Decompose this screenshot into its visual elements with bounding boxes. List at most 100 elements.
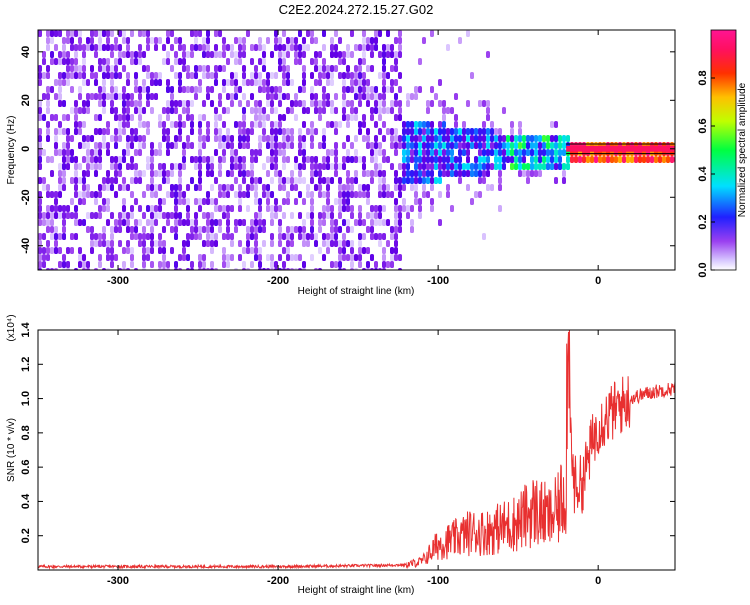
spectrogram-cell bbox=[94, 191, 98, 198]
spectrogram-cell bbox=[582, 156, 586, 163]
spectrogram-cell bbox=[266, 198, 270, 205]
spectrogram-cell bbox=[242, 177, 246, 184]
snr-y-tick-label: 1.4 bbox=[20, 321, 32, 337]
spectrogram-cell bbox=[126, 79, 130, 86]
spectrogram-cell bbox=[106, 240, 110, 247]
spectrogram-cell bbox=[422, 163, 426, 170]
spectrogram-cell bbox=[246, 170, 250, 177]
spectrogram-cell bbox=[74, 268, 78, 270]
spectrogram-cell bbox=[122, 51, 126, 58]
spectrogram-cell bbox=[74, 51, 78, 58]
spectrogram-cell bbox=[418, 121, 422, 128]
spectrogram-cell bbox=[110, 254, 114, 261]
spectrogram-cell bbox=[38, 261, 42, 268]
spectrogram-cell bbox=[250, 219, 254, 226]
spectrogram-cell bbox=[130, 226, 134, 233]
spectrogram-cell bbox=[142, 268, 146, 270]
spectrogram-cell bbox=[134, 233, 138, 240]
spectrogram-cell bbox=[314, 107, 318, 114]
spectrogram-cell bbox=[330, 163, 334, 170]
spectrogram-cell bbox=[270, 268, 274, 270]
spectrogram-cell bbox=[190, 72, 194, 79]
spectrogram-cell bbox=[162, 107, 166, 114]
spectrogram-cell bbox=[62, 51, 66, 58]
spectrogram-cell bbox=[330, 100, 334, 107]
spectrogram-cell bbox=[158, 261, 162, 268]
spectrogram-cell bbox=[302, 100, 306, 107]
spectrogram-cell bbox=[486, 184, 490, 191]
spectrogram-cell bbox=[126, 114, 130, 121]
spectrogram-cell bbox=[98, 44, 102, 51]
spectrogram-cell bbox=[86, 100, 90, 107]
spectrogram-cell bbox=[266, 72, 270, 79]
spectrogram-cell bbox=[70, 37, 74, 44]
spectrogram-cell bbox=[294, 93, 298, 100]
spectrogram-cell bbox=[362, 58, 366, 65]
spectrogram-cell bbox=[478, 170, 482, 177]
spectrogram-cell bbox=[246, 226, 250, 233]
spectrogram-cell bbox=[190, 51, 194, 58]
spectrogram-cell bbox=[218, 142, 222, 149]
spectrogram-cell bbox=[602, 156, 606, 163]
spectrogram-cell bbox=[138, 170, 142, 177]
spectrogram-cell bbox=[430, 163, 434, 170]
spectrogram-cell bbox=[258, 149, 262, 156]
spectrogram-cell bbox=[314, 184, 318, 191]
spectrogram-cell bbox=[490, 142, 494, 149]
spectrogram-cell bbox=[326, 156, 330, 163]
spectrogram-cell bbox=[46, 219, 50, 226]
spectrogram-cell bbox=[62, 156, 66, 163]
spectrogram-cell bbox=[190, 156, 194, 163]
spectrogram-cell bbox=[538, 135, 542, 142]
spectrogram-cell bbox=[358, 58, 362, 65]
spectrogram-cell bbox=[486, 156, 490, 163]
spectrogram-cell bbox=[138, 135, 142, 142]
spectrogram-cell bbox=[302, 163, 306, 170]
spectrogram-cell bbox=[330, 219, 334, 226]
spectrogram-cell bbox=[46, 205, 50, 212]
spectrogram-cell bbox=[150, 72, 154, 79]
spectrogram-cell bbox=[318, 268, 322, 270]
spectrogram-cell bbox=[486, 114, 490, 121]
spectrogram-cell bbox=[114, 65, 118, 72]
spectrogram-cell bbox=[214, 268, 218, 270]
spectrogram-cell bbox=[394, 170, 398, 177]
spectrogram-cell bbox=[382, 107, 386, 114]
spectrogram-cell bbox=[54, 79, 58, 86]
spectrogram-cell bbox=[358, 254, 362, 261]
spectrogram-cell bbox=[130, 254, 134, 261]
spectrogram-cell bbox=[450, 170, 454, 177]
spectrogram-cell bbox=[38, 107, 42, 114]
spectrogram-cell bbox=[406, 100, 410, 107]
spectrogram-cell bbox=[74, 107, 78, 114]
spectrogram-cell bbox=[70, 177, 74, 184]
spectrogram-cell bbox=[74, 100, 78, 107]
spectrogram-cell bbox=[90, 93, 94, 100]
spectrogram-cell bbox=[150, 170, 154, 177]
spectrogram-cell bbox=[398, 37, 402, 44]
spectrogram-cell bbox=[266, 156, 270, 163]
spectrogram-cell bbox=[374, 170, 378, 177]
spectrogram-cell bbox=[346, 205, 350, 212]
spectrogram-cell bbox=[526, 149, 530, 156]
spectrogram-cell bbox=[438, 100, 442, 107]
spectrogram-cell bbox=[446, 44, 450, 51]
spectrogram-cell bbox=[214, 44, 218, 51]
spectrogram-cell bbox=[290, 135, 294, 142]
spectrogram-cell bbox=[122, 268, 126, 270]
spectrogram-cell bbox=[530, 135, 534, 142]
spectrogram-cell bbox=[298, 86, 302, 93]
spectrogram-cell bbox=[282, 233, 286, 240]
spectrogram-cell bbox=[66, 149, 70, 156]
spectrogram-cell bbox=[298, 30, 302, 37]
spectrogram-cell bbox=[266, 170, 270, 177]
spectrogram-cell bbox=[38, 135, 42, 142]
spectrogram-cell bbox=[518, 163, 522, 170]
spectrogram-cell bbox=[174, 191, 178, 198]
spectrogram-cell bbox=[66, 135, 70, 142]
spectrogram-cell bbox=[282, 156, 286, 163]
spectrogram-cell bbox=[78, 107, 82, 114]
spectrogram-cell bbox=[214, 240, 218, 247]
spectrogram-cell bbox=[326, 72, 330, 79]
spectrogram-cell bbox=[46, 44, 50, 51]
